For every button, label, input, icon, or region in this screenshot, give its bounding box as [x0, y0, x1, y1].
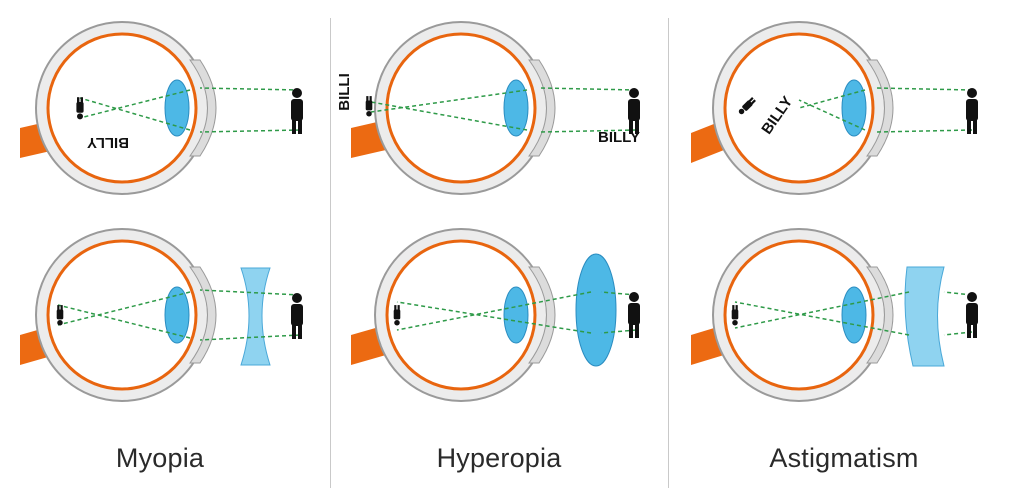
light-rays: [798, 87, 973, 133]
hyperopia-panel: BILLI BILLY Hyper: [331, 0, 668, 503]
person-icon: [966, 88, 978, 134]
condition-title: Hyperopia: [436, 443, 562, 473]
astigmatism-eye-uncorrected: BILLY: [691, 21, 978, 195]
tilted-person-icon: [738, 97, 756, 115]
person-icon: [628, 88, 640, 134]
light-rays: [396, 291, 637, 334]
retina: [46, 239, 198, 391]
lens-icon: [841, 79, 867, 137]
light-rays: [734, 291, 973, 336]
astigmatism-eye-corrected: [691, 228, 978, 402]
person-icon: [628, 292, 640, 338]
hyperopia-eye-uncorrected: BILLI BILLY: [336, 21, 640, 195]
cornea: [528, 266, 556, 364]
light-rays: [57, 289, 301, 341]
myopia-panel: BILLY Myopia: [0, 0, 330, 503]
inverted-person-icon: [393, 305, 401, 326]
person-icon: [966, 292, 978, 338]
panel-divider: [668, 18, 669, 488]
retina: [723, 32, 875, 184]
inverted-person-icon: [76, 97, 84, 120]
astigmatism-diagram: BILLY: [691, 21, 978, 402]
concave-lens-icon: [240, 267, 271, 366]
retina-image-label: BILLI: [336, 73, 353, 111]
condition-title: Myopia: [115, 443, 205, 473]
inverted-person-icon: [56, 305, 64, 326]
hyperopia-eye-corrected: [351, 228, 640, 402]
cornea: [189, 59, 217, 157]
lens-icon: [164, 79, 190, 137]
astigmatism-panel: BILLY Astigmatism: [669, 0, 1024, 503]
object-label: BILLY: [598, 129, 640, 146]
retina-image-label: BILLY: [87, 134, 129, 151]
inverted-person-icon: [365, 96, 373, 117]
hyperopia-diagram: BILLI BILLY: [336, 21, 640, 402]
condition-title: Astigmatism: [769, 443, 919, 473]
light-rays: [79, 87, 301, 133]
cylindrical-lens-icon: [904, 266, 945, 367]
person-icon: [291, 88, 303, 134]
myopia-eye-uncorrected: BILLY: [20, 21, 303, 195]
panel-divider: [330, 18, 331, 488]
lens-icon: [164, 286, 190, 344]
lens-icon: [841, 286, 867, 344]
inverted-person-icon: [731, 305, 739, 326]
light-rays: [370, 87, 637, 133]
retina: [385, 32, 537, 184]
lens-icon: [503, 79, 529, 137]
myopia-eye-corrected: [20, 228, 303, 402]
convex-lens-icon: [575, 253, 617, 367]
retina: [385, 239, 537, 391]
cornea: [866, 266, 894, 364]
myopia-diagram: BILLY: [20, 21, 303, 402]
lens-icon: [503, 286, 529, 344]
person-icon: [291, 293, 303, 339]
cornea: [189, 266, 217, 364]
